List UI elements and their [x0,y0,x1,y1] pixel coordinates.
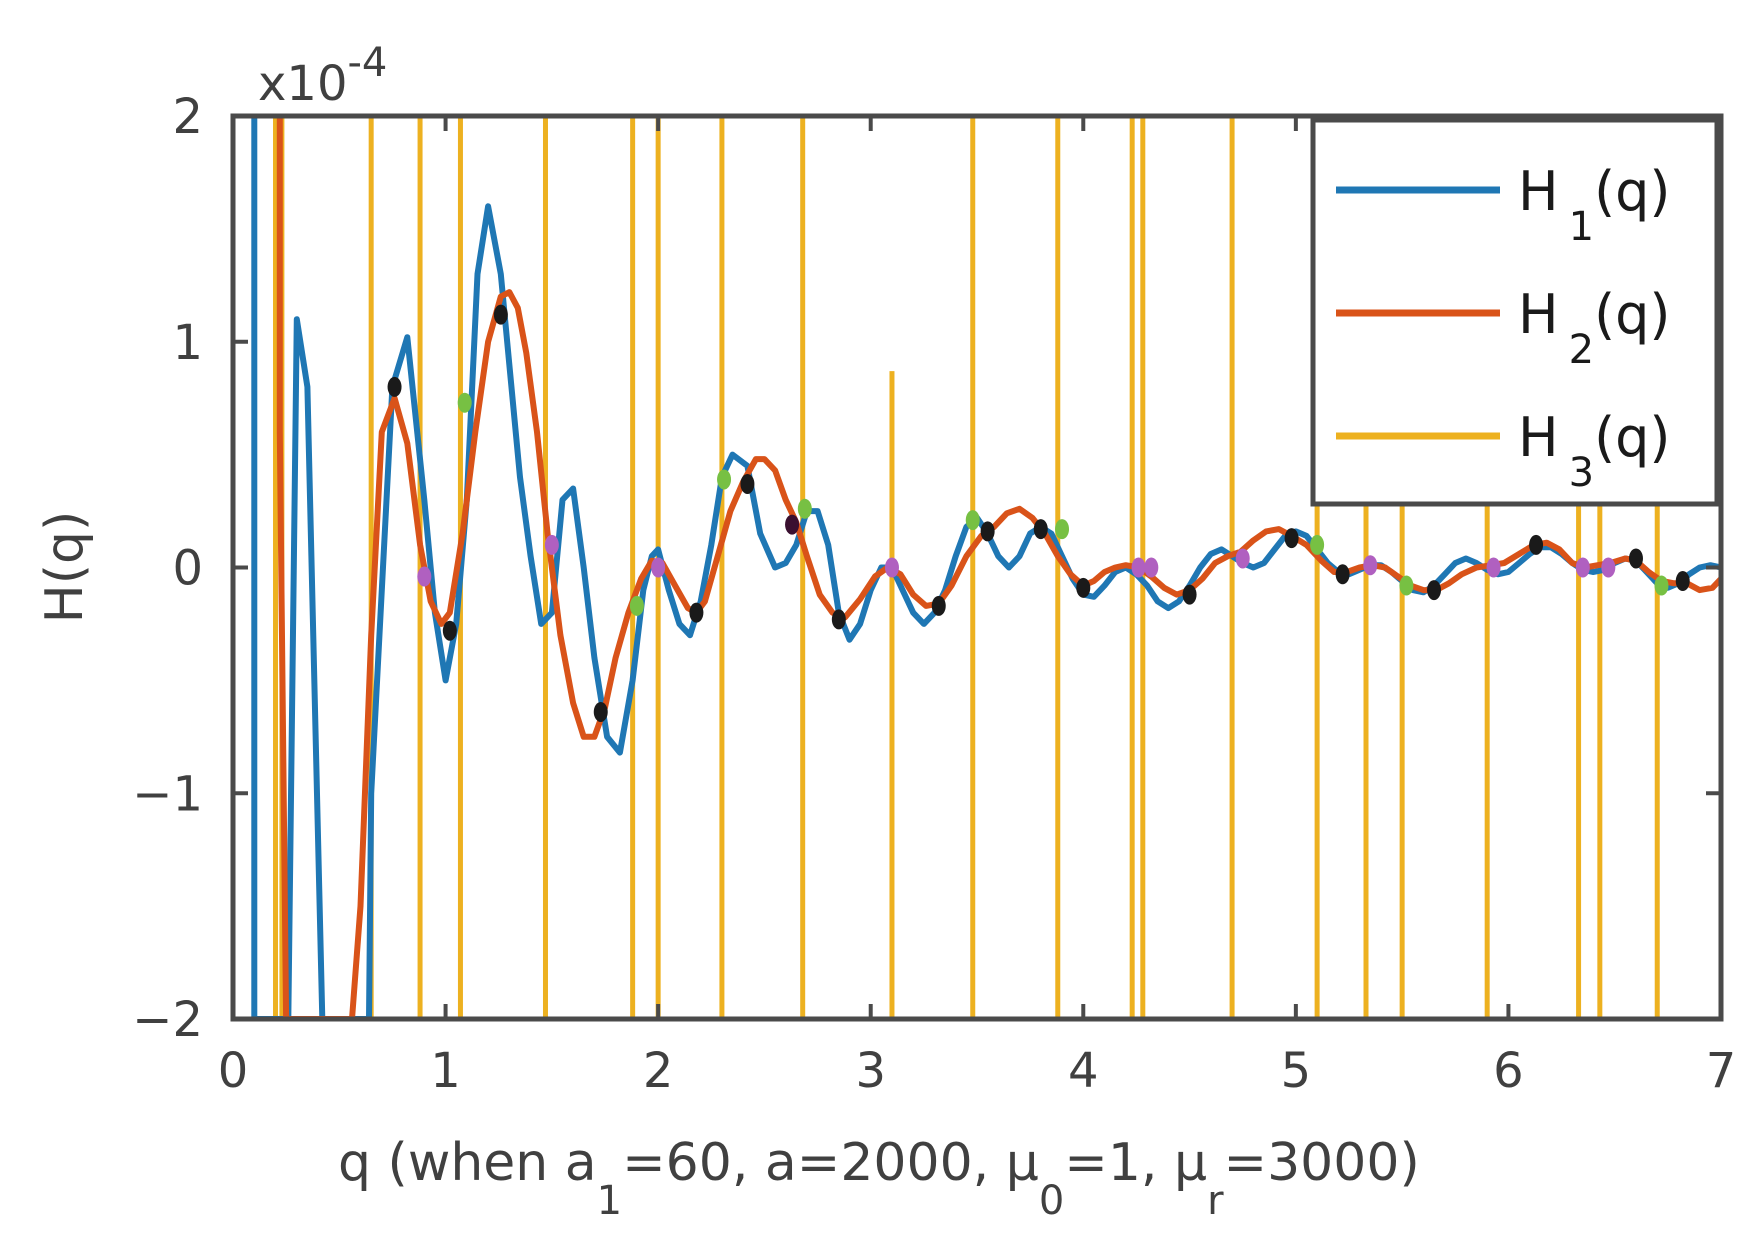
x-tick-label: 5 [1281,1043,1312,1099]
marker-point [457,392,472,413]
marker-point [442,620,457,641]
marker-point [1076,577,1091,598]
marker-point [593,701,608,722]
marker-point [797,498,812,519]
x-tick-label: 6 [1493,1043,1524,1099]
legend-label-h2: H2(q) [1518,283,1670,373]
marker-point [717,469,732,490]
legend-label-h1: H1(q) [1518,160,1670,250]
legend-label-h2-base: H [1518,283,1559,346]
marker-point [740,473,755,494]
marker-point [1055,519,1070,540]
marker-point [1033,519,1048,540]
legend-label-h3-tail: (q) [1594,406,1670,469]
legend-label-h3: H3(q) [1518,406,1670,496]
legend-label-h2-tail: (q) [1594,283,1670,346]
marker-point [1235,548,1250,569]
x-axis-label-mid1: =60, a=2000, μ [622,1133,1039,1193]
marker-point [980,521,995,542]
y-exponent-power: -4 [347,40,387,86]
x-tick-label: 7 [1706,1043,1737,1099]
legend-label-h1-sub: 1 [1569,204,1594,250]
legend-label-h2-sub: 2 [1569,327,1594,373]
marker-point [831,609,846,630]
y-exponent-base: x10 [258,56,347,112]
marker-point [387,376,402,397]
marker-point [1284,528,1299,549]
y-tick-label: −2 [132,992,203,1048]
y-tick-labels: −2 −1 0 1 2 [132,89,203,1048]
marker-points [387,304,1690,722]
marker-point [1486,557,1501,578]
marker-point [1363,555,1378,576]
marker-point [651,557,666,578]
marker-point [417,566,432,587]
x-axis-label-sub1: 1 [597,1178,622,1224]
marker-point [1182,584,1197,605]
legend: H1(q) H2(q) H3(q) [1310,117,1720,507]
marker-point [689,602,704,623]
marker-point [785,514,800,535]
marker-point [1675,571,1690,592]
x-tick-labels: 0 1 2 3 4 5 6 7 [218,1043,1737,1099]
marker-point [629,595,644,616]
y-axis-label: H(q) [35,511,95,624]
x-tick-label: 3 [855,1043,886,1099]
x-tick-label: 2 [643,1043,674,1099]
legend-label-h1-base: H [1518,160,1559,223]
marker-point [1628,548,1643,569]
x-axis-label-sub2: 0 [1039,1178,1064,1224]
marker-point [1575,557,1590,578]
legend-label-h3-sub: 3 [1569,450,1594,496]
y-exponent: x10-4 [258,40,387,112]
y-tick-label: 1 [172,315,203,371]
marker-point [1601,557,1616,578]
x-axis-label: q (when a1=60, a=2000, μ0=1, μr=3000) [338,1133,1420,1224]
x-axis-label-suffix: =3000) [1224,1133,1420,1193]
x-axis-label-prefix: q (when a [338,1133,597,1193]
marker-point [1144,557,1159,578]
x-tick-label: 0 [218,1043,249,1099]
x-axis-label-sub3: r [1207,1178,1224,1224]
marker-point [884,557,899,578]
y-tick-label: −1 [132,766,203,822]
legend-label-h3-base: H [1518,406,1559,469]
marker-point [1399,575,1414,596]
y-tick-label: 2 [172,89,203,145]
plot-frame [230,113,1724,1022]
x-axis-label-mid2: =1, μ [1064,1133,1207,1193]
marker-point [1427,580,1442,601]
marker-point [1529,534,1544,555]
marker-point [1310,534,1325,555]
marker-point [931,595,946,616]
y-tick-label: 0 [172,541,203,597]
marker-point [1131,557,1146,578]
marker-point [544,534,559,555]
x-tick-label: 4 [1068,1043,1099,1099]
marker-point [1335,564,1350,585]
marker-point [965,510,980,531]
legend-label-h1-tail: (q) [1594,160,1670,223]
marker-point [1654,575,1669,596]
marker-point [493,304,508,325]
x-tick-label: 1 [430,1043,461,1099]
